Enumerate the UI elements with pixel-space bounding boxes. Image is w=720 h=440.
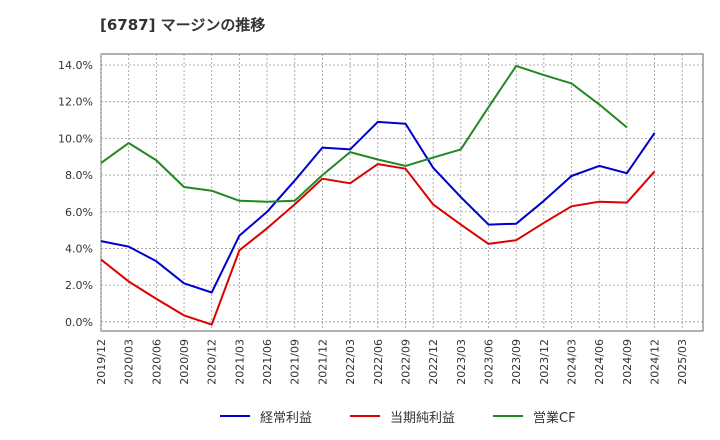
x-tick-label: 2024/12 [649, 339, 662, 385]
x-tick-label: 2020/12 [206, 339, 219, 385]
x-tick-label: 2024/06 [593, 339, 606, 385]
x-tick-label: 2022/09 [399, 339, 412, 385]
x-tick-label: 2025/03 [676, 339, 689, 385]
x-tick-label: 2020/03 [123, 339, 136, 385]
chart-title: [6787] マージンの推移 [100, 16, 266, 34]
legend-swatch [220, 415, 250, 417]
x-tick-label: 2021/09 [289, 339, 302, 385]
series-line-1 [100, 163, 656, 326]
line-chart: 0.0% 2.0% 4.0% 6.0% 8.0% 10.0% 12.0% 14.0% 2019… [58, 53, 704, 385]
x-tick-label: 2022/03 [344, 339, 357, 385]
legend-item-ordinary-profit: 経常利益 [220, 404, 312, 428]
x-tick-label: 2021/03 [233, 339, 246, 385]
legend: 経常利益 当期純利益 営業CF [0, 404, 720, 428]
x-tick-label: 2022/12 [427, 339, 440, 385]
legend-swatch [350, 415, 380, 417]
y-tick-label: 10.0% [58, 132, 93, 145]
y-tick-label: 2.0% [65, 279, 93, 292]
x-tick-label: 2020/09 [178, 339, 191, 385]
x-tick-label: 2023/03 [455, 339, 468, 385]
x-tick-label: 2024/09 [621, 339, 634, 385]
x-tick-label: 2023/06 [482, 339, 495, 385]
series-line-0 [100, 120, 656, 294]
legend-item-operating-cf: 営業CF [493, 404, 576, 428]
x-tick-label: 2019/12 [95, 339, 108, 385]
x-tick-label: 2020/06 [150, 339, 163, 385]
y-tick-label: 12.0% [58, 96, 93, 109]
y-tick-label: 6.0% [65, 206, 93, 219]
plot-area [100, 53, 704, 332]
legend-label: 経常利益 [260, 410, 313, 426]
series-line-2 [100, 64, 628, 203]
legend-swatch [493, 415, 523, 417]
y-tick-label: 0.0% [65, 316, 93, 329]
y-tick-label: 14.0% [58, 59, 93, 72]
x-tick-label: 2021/06 [261, 339, 274, 385]
y-tick-label: 4.0% [65, 242, 93, 255]
x-tick-label: 2024/03 [566, 339, 579, 385]
x-tick-label: 2023/09 [510, 339, 523, 385]
legend-label: 営業CF [533, 410, 576, 426]
legend-label: 当期純利益 [390, 410, 456, 426]
legend-item-net-profit: 当期純利益 [350, 404, 455, 428]
x-tick-label: 2021/12 [316, 339, 329, 385]
x-tick-label: 2023/12 [538, 339, 551, 385]
x-tick-label: 2022/06 [372, 339, 385, 385]
y-tick-label: 8.0% [65, 169, 93, 182]
